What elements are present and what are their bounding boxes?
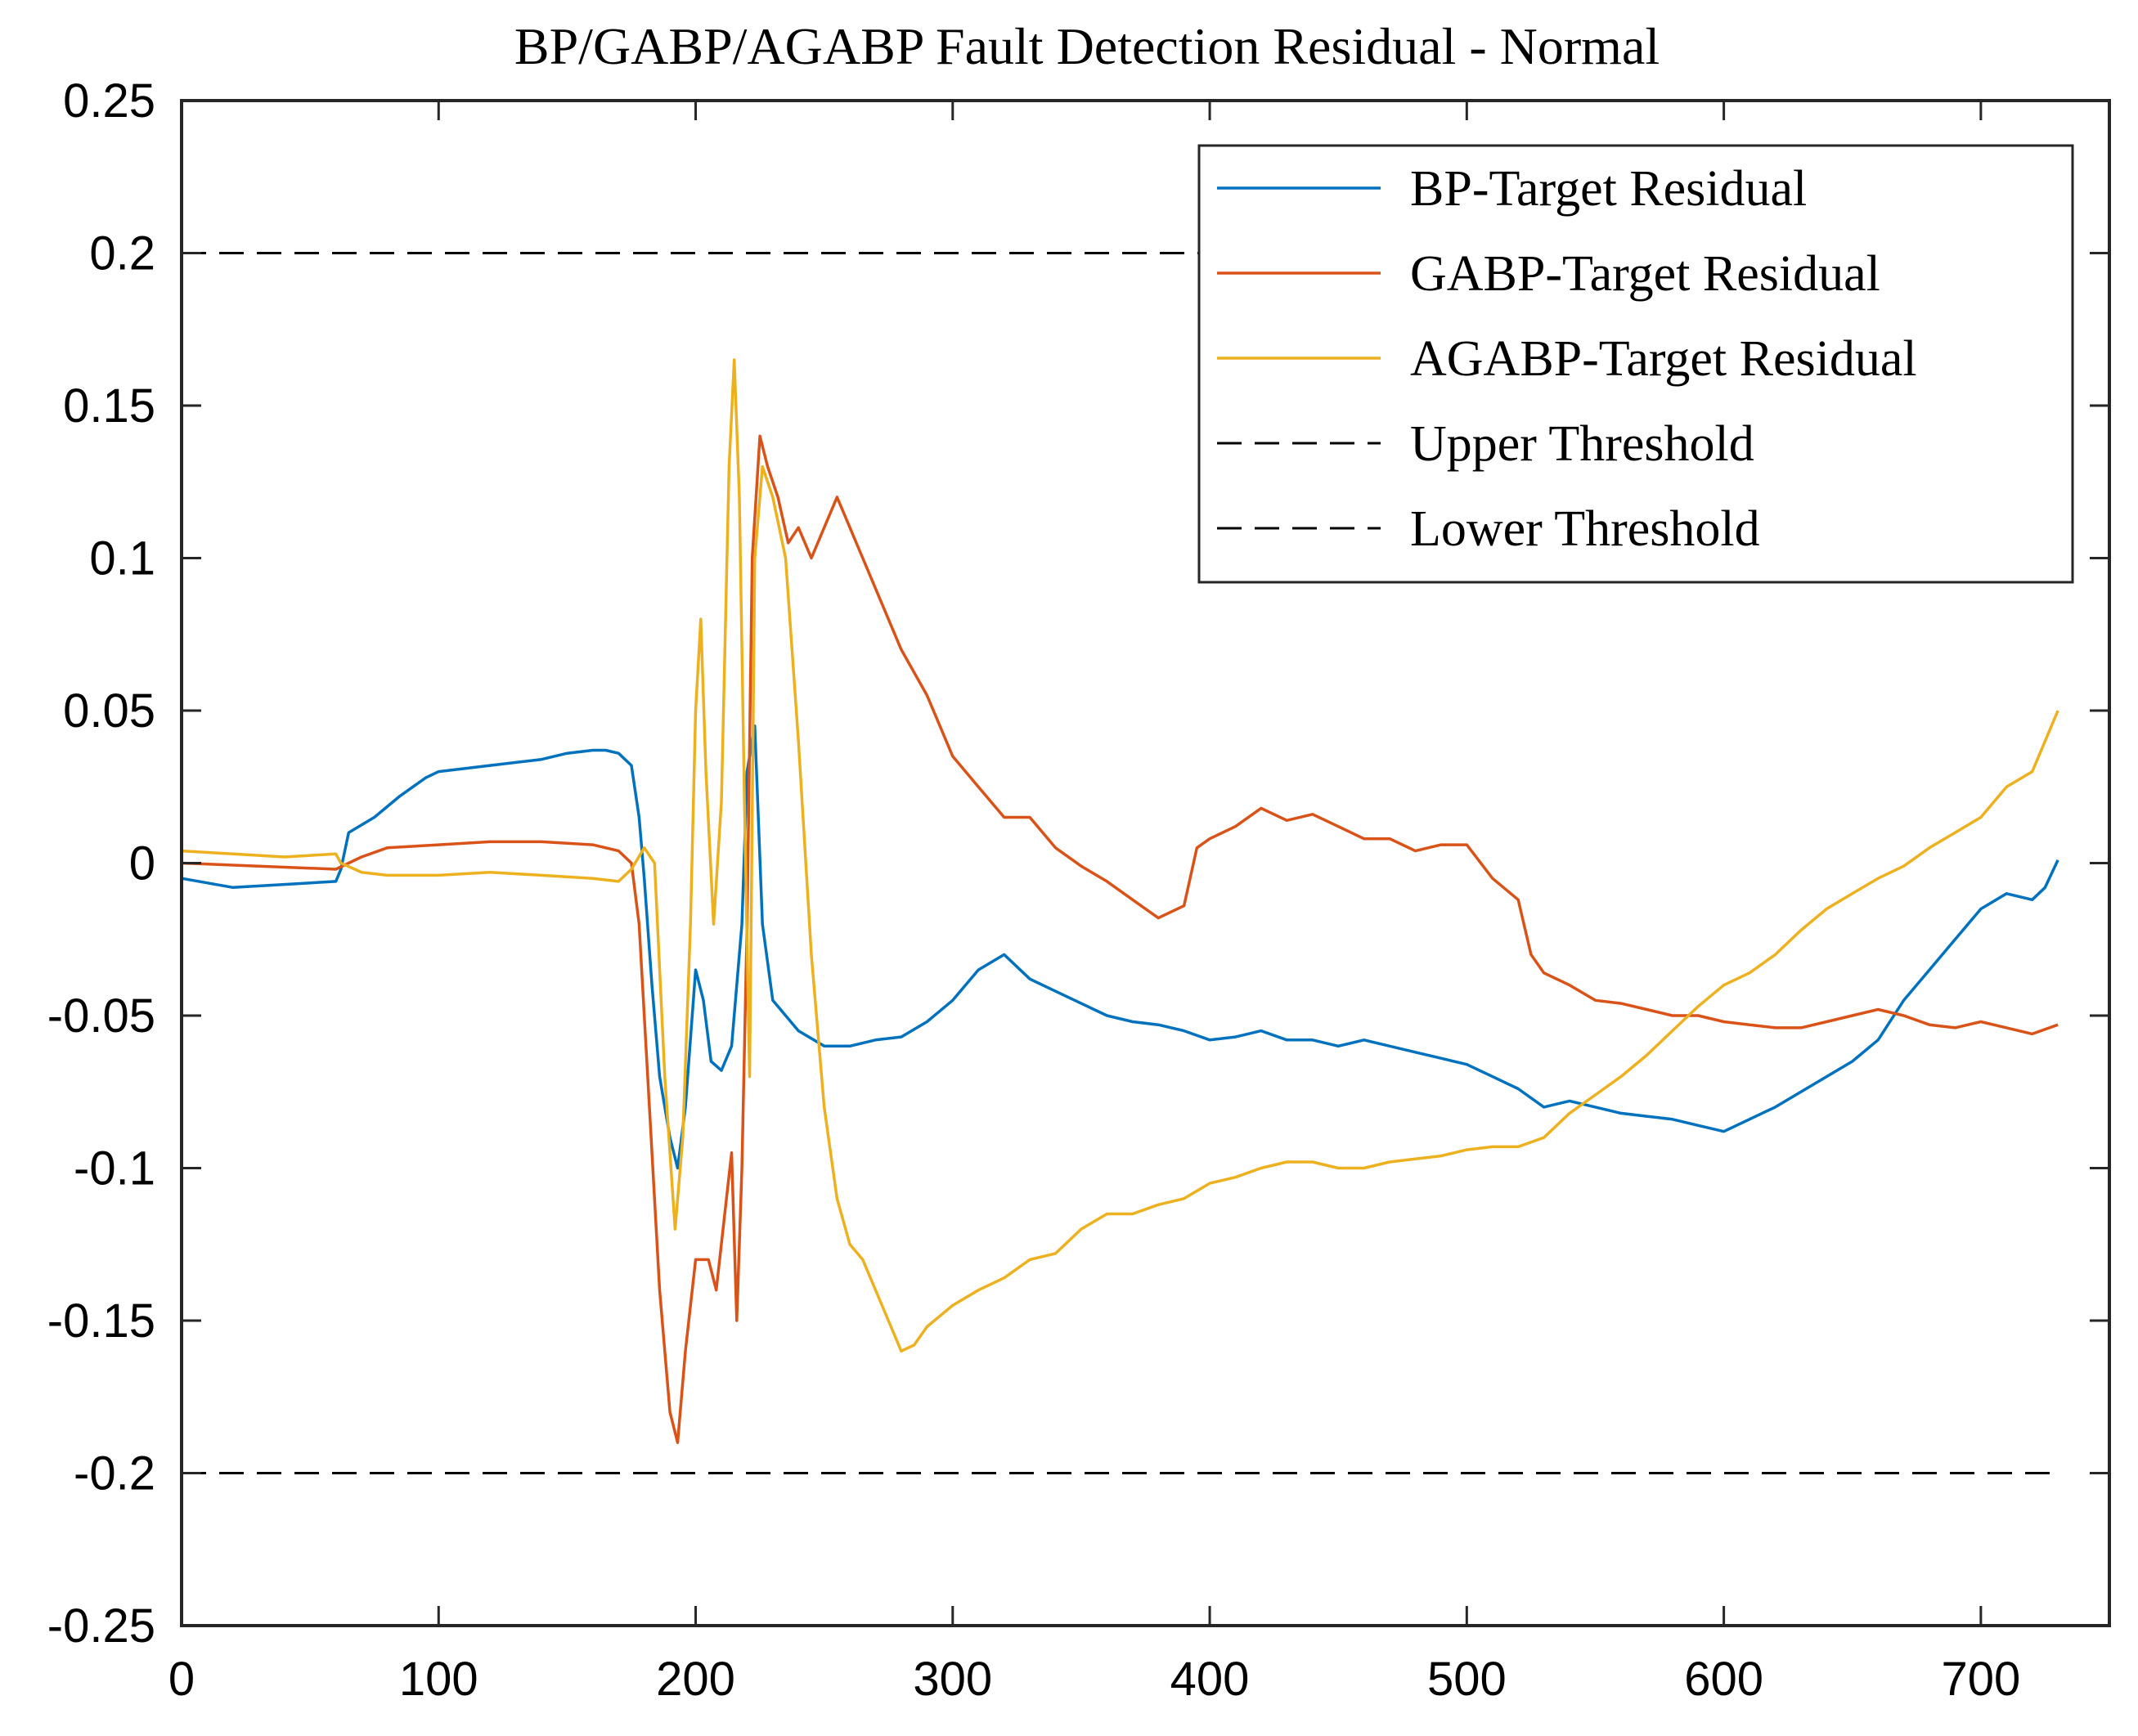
x-tick-label: 700 — [1941, 1653, 2020, 1706]
ticks-layer: 0 100 200 300 400 500 600 700 0.25 0.2 0.15 0.1 0.05… — [47, 74, 2109, 1706]
y-tick-label: -0.25 — [47, 1599, 155, 1653]
y-tick-label: 0 — [129, 837, 155, 890]
x-tick-label: 300 — [913, 1653, 992, 1706]
x-tick-label: 400 — [1170, 1653, 1250, 1706]
legend-box — [1197, 144, 2074, 584]
x-tick-label: 200 — [656, 1653, 735, 1706]
series-line-1 — [181, 724, 2059, 1170]
legend-label-1: BP-Target Residual — [1410, 161, 1807, 217]
x-tick-label: 600 — [1684, 1653, 1763, 1706]
legend-label-2: GABP-Target Residual — [1410, 246, 1880, 302]
y-tick-label: -0.15 — [47, 1294, 155, 1348]
x-tick-label: 100 — [399, 1653, 478, 1706]
legend-label-5: Lower Threshold — [1410, 501, 1760, 557]
legend: BP-Target Residual GABP-Target Residual AG… — [1197, 144, 2074, 584]
y-tick-label: 0.25 — [63, 74, 155, 128]
y-tick-label: 0.05 — [63, 684, 155, 738]
x-tick-label: 0 — [168, 1653, 195, 1706]
legend-label-4: Upper Threshold — [1410, 416, 1754, 472]
chart-title: BP/GABP/AGABP Fault Detection Residual -… — [514, 17, 1660, 75]
y-tick-label: 0.1 — [89, 532, 155, 585]
series-line-2 — [181, 434, 2059, 1444]
legend-label-3: AGABP-Target Residual — [1410, 331, 1917, 387]
y-tick-label: 0.2 — [89, 227, 155, 280]
series-line-3 — [181, 358, 2059, 1353]
y-tick-label: -0.1 — [74, 1142, 155, 1195]
x-tick-label: 500 — [1427, 1653, 1507, 1706]
y-tick-label: -0.05 — [47, 989, 155, 1043]
y-tick-label: -0.2 — [74, 1447, 155, 1500]
y-tick-label: 0.15 — [63, 379, 155, 433]
